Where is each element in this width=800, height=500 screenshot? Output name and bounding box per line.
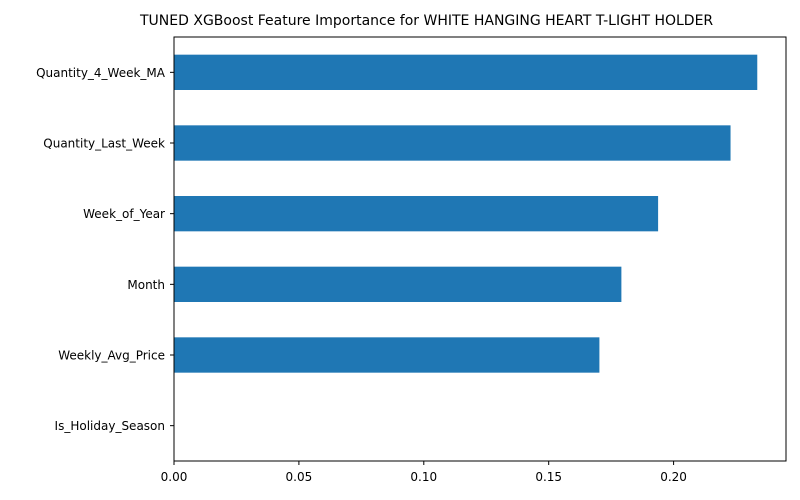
y-tick-label: Month bbox=[127, 278, 165, 292]
y-tick-label: Quantity_4_Week_MA bbox=[36, 66, 166, 80]
x-tick-label: 0.10 bbox=[410, 470, 437, 484]
x-tick-label: 0.15 bbox=[535, 470, 562, 484]
x-axis: 0.00 0.05 0.10 0.15 0.20 bbox=[161, 461, 687, 484]
x-tick-label: 0.20 bbox=[660, 470, 687, 484]
bars-layer bbox=[174, 54, 758, 373]
y-tick-label: Weekly_Avg_Price bbox=[58, 349, 165, 363]
x-tick-label: 0.05 bbox=[286, 470, 313, 484]
x-tick-label: 0.00 bbox=[161, 470, 188, 484]
y-tick-label: Quantity_Last_Week bbox=[43, 137, 165, 151]
bar-weekly-avg-price bbox=[174, 337, 600, 373]
bar-week-of-year bbox=[174, 196, 659, 232]
chart-title: TUNED XGBoost Feature Importance for WHI… bbox=[139, 13, 713, 29]
bar-month bbox=[174, 266, 622, 302]
y-tick-label: Is_Holiday_Season bbox=[55, 419, 165, 433]
plot-border bbox=[173, 36, 787, 462]
y-axis: Quantity_4_Week_MA Quantity_Last_Week Week… bbox=[36, 66, 174, 433]
y-tick-label: Week_of_Year bbox=[83, 207, 165, 221]
plot-frame bbox=[173, 36, 787, 462]
bar-quantity-last-week bbox=[174, 125, 731, 161]
bar-quantity-4-week-ma bbox=[174, 54, 758, 90]
